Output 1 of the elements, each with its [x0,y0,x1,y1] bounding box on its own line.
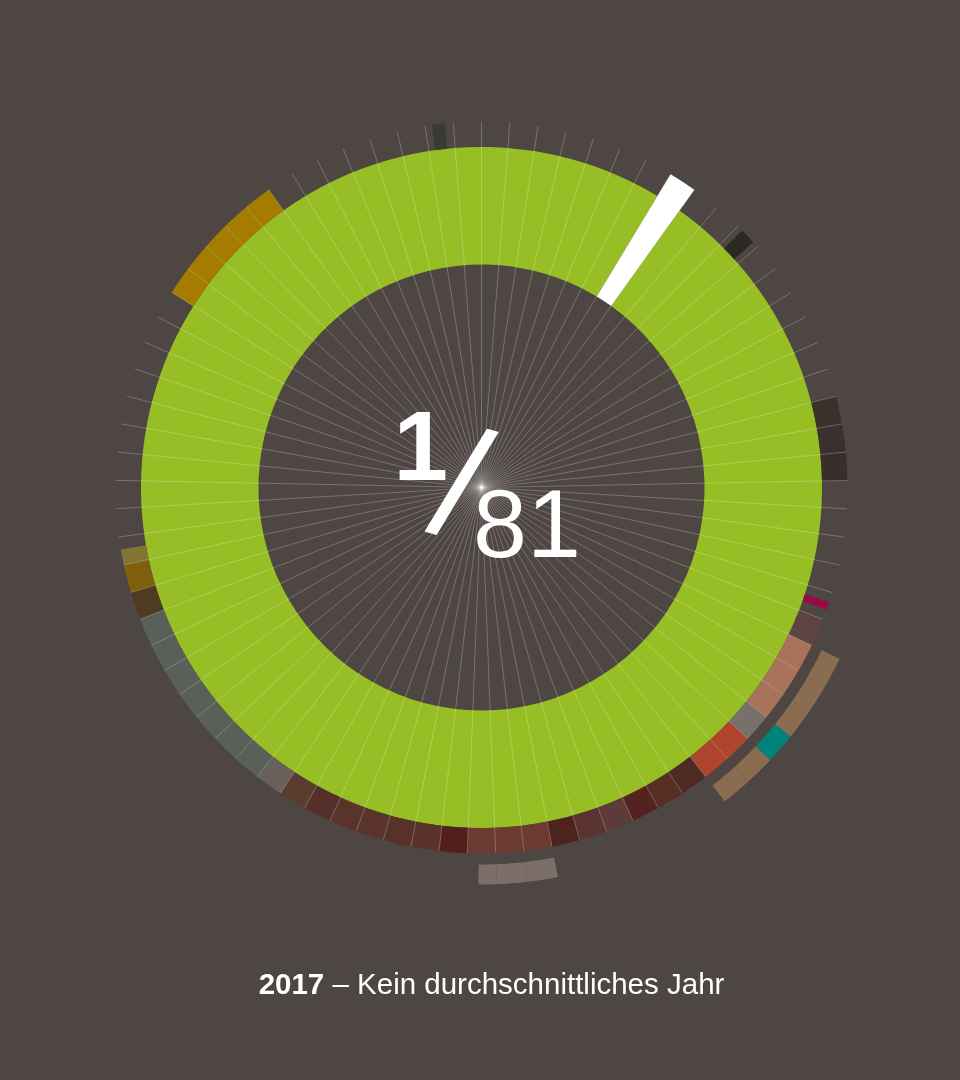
text: 2017 – Kein durchschnittliches Jahr [258,967,725,1000]
